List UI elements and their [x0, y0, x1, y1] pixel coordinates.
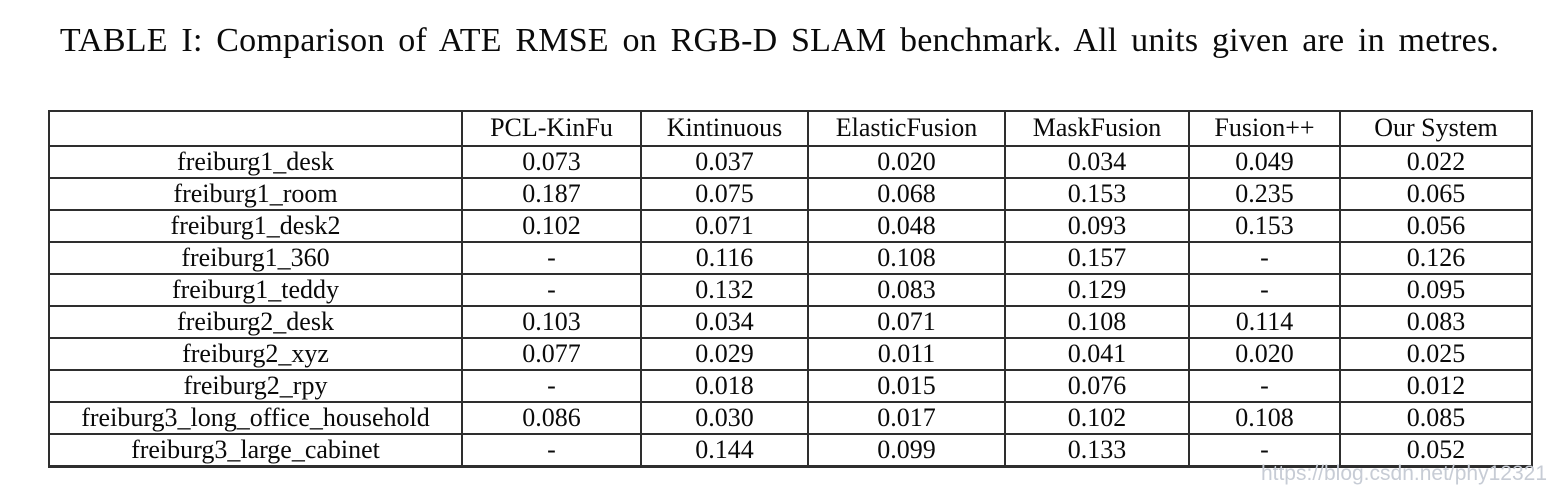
table-row: freiburg3_large_cabinet -0.144 0.099 0.133-… — [48, 433, 1533, 468]
value-cell: - — [1188, 241, 1341, 275]
dataset-name: freiburg1_desk2 — [48, 209, 463, 243]
value-cell: 0.018 — [640, 369, 809, 403]
dataset-name: freiburg1_teddy — [48, 273, 463, 307]
value-cell: 0.034 — [640, 305, 809, 339]
value-cell: 0.048 — [807, 209, 1006, 243]
dataset-name: freiburg2_xyz — [48, 337, 463, 371]
value-cell: 0.099 — [807, 433, 1006, 468]
value-cell: 0.037 — [640, 145, 809, 179]
value-cell: 0.049 — [1188, 145, 1341, 179]
table-row: freiburg2_desk 0.103 0.034 0.071 0.108 0.114 0… — [48, 305, 1533, 339]
dataset-name: freiburg1_desk — [48, 145, 463, 179]
dataset-name: freiburg2_desk — [48, 305, 463, 339]
dataset-name: freiburg3_long_office_household — [48, 401, 463, 435]
value-cell: 0.187 — [461, 177, 642, 211]
value-cell: 0.071 — [807, 305, 1006, 339]
value-cell: 0.071 — [640, 209, 809, 243]
dataset-name: freiburg1_room — [48, 177, 463, 211]
value-cell: 0.052 — [1339, 433, 1533, 468]
value-cell: - — [1188, 273, 1341, 307]
table-row: freiburg3_long_office_household 0.086 0.03… — [48, 401, 1533, 435]
value-cell: 0.030 — [640, 401, 809, 435]
table-row: freiburg2_rpy -0.018 0.015 0.076-0.012 — [48, 369, 1533, 403]
value-cell: 0.095 — [1339, 273, 1533, 307]
value-cell: 0.108 — [1004, 305, 1190, 339]
column-header: ElasticFusion — [807, 110, 1006, 147]
value-cell: 0.056 — [1339, 209, 1533, 243]
value-cell: 0.085 — [1339, 401, 1533, 435]
value-cell: - — [1188, 369, 1341, 403]
corner-cell — [48, 110, 463, 147]
value-cell: 0.144 — [640, 433, 809, 468]
value-cell: 0.103 — [461, 305, 642, 339]
value-cell: 0.083 — [807, 273, 1006, 307]
value-cell: 0.068 — [807, 177, 1006, 211]
dataset-name: freiburg2_rpy — [48, 369, 463, 403]
value-cell: 0.012 — [1339, 369, 1533, 403]
value-cell: 0.077 — [461, 337, 642, 371]
value-cell: 0.126 — [1339, 241, 1533, 275]
table-header-row: PCL-KinFu Kintinuous ElasticFusion MaskFusi… — [48, 110, 1533, 147]
value-cell: 0.133 — [1004, 433, 1190, 468]
table-row: freiburg1_teddy -0.132 0.083 0.129-0.095 — [48, 273, 1533, 307]
value-cell: 0.157 — [1004, 241, 1190, 275]
value-cell: 0.011 — [807, 337, 1006, 371]
dataset-name: freiburg3_large_cabinet — [48, 433, 463, 468]
table-row: freiburg1_desk2 0.102 0.071 0.048 0.093 0.153… — [48, 209, 1533, 243]
value-cell: 0.083 — [1339, 305, 1533, 339]
value-cell: 0.020 — [1188, 337, 1341, 371]
value-cell: 0.076 — [1004, 369, 1190, 403]
column-header: Our System — [1339, 110, 1533, 147]
value-cell: 0.015 — [807, 369, 1006, 403]
value-cell: 0.153 — [1188, 209, 1341, 243]
value-cell: - — [461, 241, 642, 275]
value-cell: 0.034 — [1004, 145, 1190, 179]
table-row: freiburg1_room 0.187 0.075 0.068 0.153 0.235 0… — [48, 177, 1533, 211]
value-cell: 0.102 — [1004, 401, 1190, 435]
value-cell: 0.114 — [1188, 305, 1341, 339]
value-cell: 0.153 — [1004, 177, 1190, 211]
table-row: freiburg1_360-0.116 0.108 0.157-0.126 — [48, 241, 1533, 275]
value-cell: 0.132 — [640, 273, 809, 307]
value-cell: 0.129 — [1004, 273, 1190, 307]
value-cell: 0.075 — [640, 177, 809, 211]
value-cell: - — [461, 273, 642, 307]
value-cell: - — [461, 369, 642, 403]
value-cell: 0.065 — [1339, 177, 1533, 211]
value-cell: 0.116 — [640, 241, 809, 275]
value-cell: 0.108 — [807, 241, 1006, 275]
value-cell: 0.108 — [1188, 401, 1341, 435]
value-cell: 0.020 — [807, 145, 1006, 179]
table-row: freiburg1_desk 0.073 0.037 0.020 0.034 0.049 0… — [48, 145, 1533, 179]
watermark-url: https://blog.csdn.net/phy12321 — [1260, 462, 1547, 485]
value-cell: 0.093 — [1004, 209, 1190, 243]
value-cell: 0.017 — [807, 401, 1006, 435]
column-header: Kintinuous — [640, 110, 809, 147]
column-header: Fusion++ — [1188, 110, 1341, 147]
table-row: freiburg2_xyz 0.077 0.029 0.011 0.041 0.020 0.… — [48, 337, 1533, 371]
dataset-name: freiburg1_360 — [48, 241, 463, 275]
value-cell: 0.102 — [461, 209, 642, 243]
value-cell: - — [461, 433, 642, 468]
ate-rmse-comparison-table: PCL-KinFu Kintinuous ElasticFusion MaskFusi… — [48, 110, 1533, 468]
table-caption: TABLE I: Comparison of ATE RMSE on RGB-D… — [59, 22, 1500, 59]
value-cell: 0.022 — [1339, 145, 1533, 179]
value-cell: 0.025 — [1339, 337, 1533, 371]
value-cell: - — [1188, 433, 1341, 468]
value-cell: 0.041 — [1004, 337, 1190, 371]
value-cell: 0.073 — [461, 145, 642, 179]
value-cell: 0.235 — [1188, 177, 1341, 211]
value-cell: 0.086 — [461, 401, 642, 435]
column-header: MaskFusion — [1004, 110, 1190, 147]
column-header: PCL-KinFu — [461, 110, 642, 147]
value-cell: 0.029 — [640, 337, 809, 371]
